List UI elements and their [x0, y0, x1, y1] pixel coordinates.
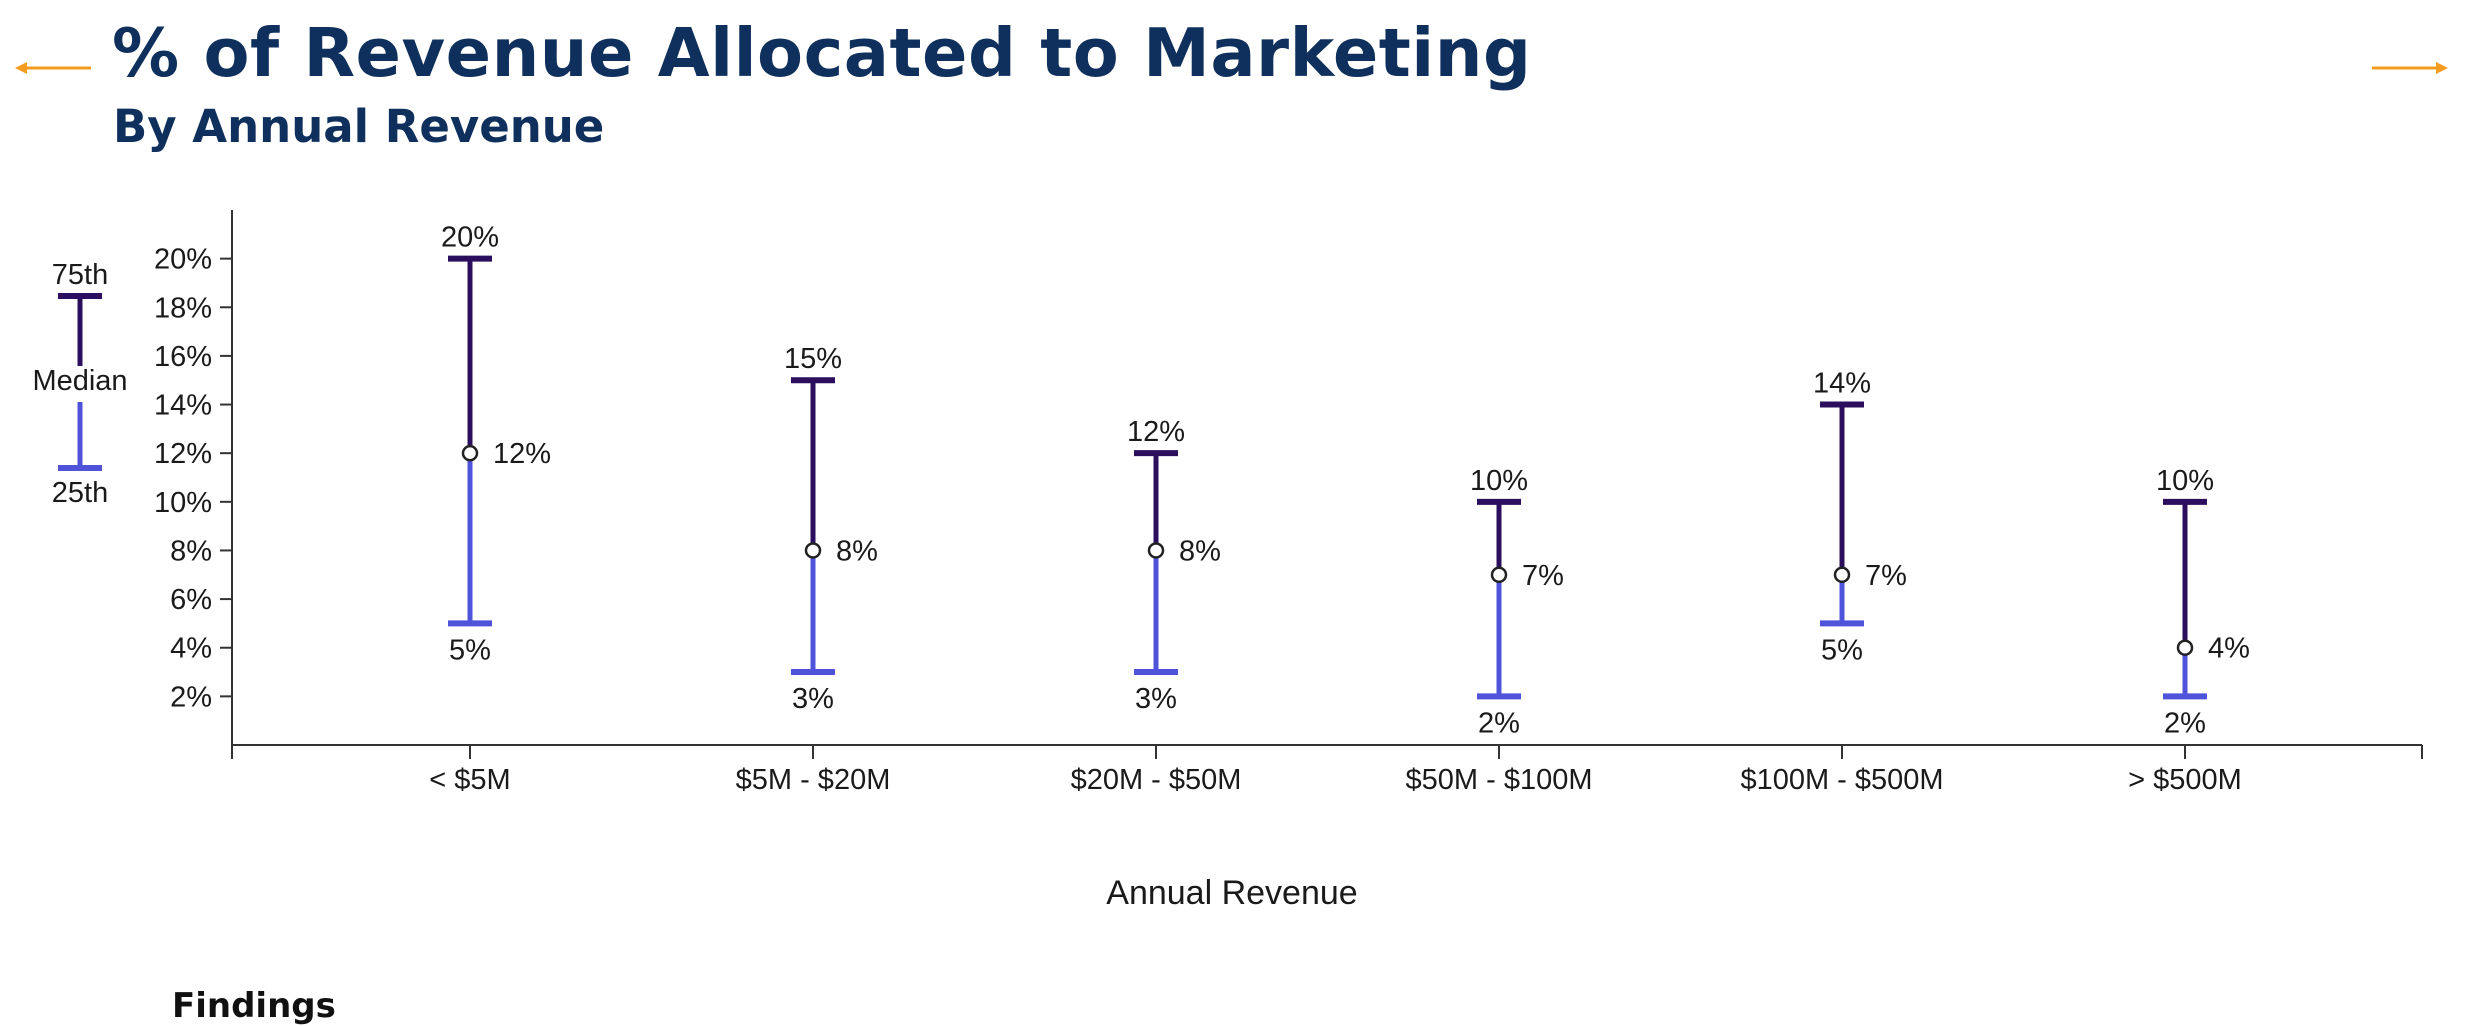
upper-value-label: 20%	[441, 222, 499, 254]
lower-value-label: 5%	[1821, 634, 1863, 666]
lower-value-label: 2%	[1478, 707, 1520, 739]
median-value-label: 7%	[1865, 560, 1907, 592]
y-tick-label: 6%	[170, 584, 212, 616]
y-tick-label: 8%	[170, 535, 212, 567]
median-point	[1833, 566, 1851, 584]
findings-heading: Findings	[172, 986, 336, 1026]
upper-value-label: 14%	[1813, 368, 1871, 400]
x-tick-label: $50M - $100M	[1406, 764, 1593, 796]
arrow-right-icon[interactable]	[2368, 56, 2448, 80]
median-value-label: 12%	[493, 438, 551, 470]
median-value-label: 8%	[836, 535, 878, 567]
arrow-left-icon[interactable]	[15, 56, 95, 80]
median-value-label: 7%	[1522, 560, 1564, 592]
y-tick-label: 2%	[170, 681, 212, 713]
median-value-label: 8%	[1179, 535, 1221, 567]
x-tick-label: > $500M	[2128, 764, 2242, 796]
median-point	[1147, 542, 1165, 559]
upper-value-label: 10%	[2156, 465, 2214, 497]
y-tick-label: 14%	[154, 390, 212, 422]
upper-value-label: 12%	[1127, 416, 1185, 448]
median-point	[1490, 566, 1508, 584]
median-point	[2176, 639, 2194, 656]
legend-75th-label: 75th	[52, 259, 108, 291]
page-title: % of Revenue Allocated to Marketing	[112, 14, 1532, 92]
y-tick-label: 4%	[170, 633, 212, 665]
y-tick-label: 12%	[154, 438, 212, 470]
lower-value-label: 5%	[449, 634, 491, 666]
y-tick-label: 10%	[154, 487, 212, 519]
legend-median-label: Median	[32, 365, 127, 397]
legend-25th-label: 25th	[52, 477, 108, 509]
median-point	[461, 444, 479, 462]
x-tick-label: $100M - $500M	[1740, 764, 1943, 796]
x-tick-label: $5M - $20M	[736, 764, 891, 796]
x-tick-label: < $5M	[429, 764, 510, 796]
x-axis-title: Annual Revenue	[1106, 874, 1357, 912]
y-tick-label: 18%	[154, 292, 212, 324]
upper-value-label: 15%	[784, 343, 842, 375]
y-tick-label: 16%	[154, 341, 212, 373]
lower-value-label: 3%	[792, 683, 834, 715]
median-point	[804, 542, 822, 559]
median-value-label: 4%	[2208, 633, 2250, 665]
range-chart: 2% 4% 6% 8% 10% 12% 14% 16% 18% 20% < $5M 20% 12% 5% $…	[32, 210, 2423, 912]
lower-value-label: 3%	[1135, 683, 1177, 715]
x-tick-label: $20M - $50M	[1071, 764, 1242, 796]
upper-value-label: 10%	[1470, 465, 1528, 497]
lower-value-label: 2%	[2164, 707, 2206, 739]
y-tick-label: 20%	[154, 244, 212, 276]
page-subtitle: By Annual Revenue	[113, 100, 605, 153]
